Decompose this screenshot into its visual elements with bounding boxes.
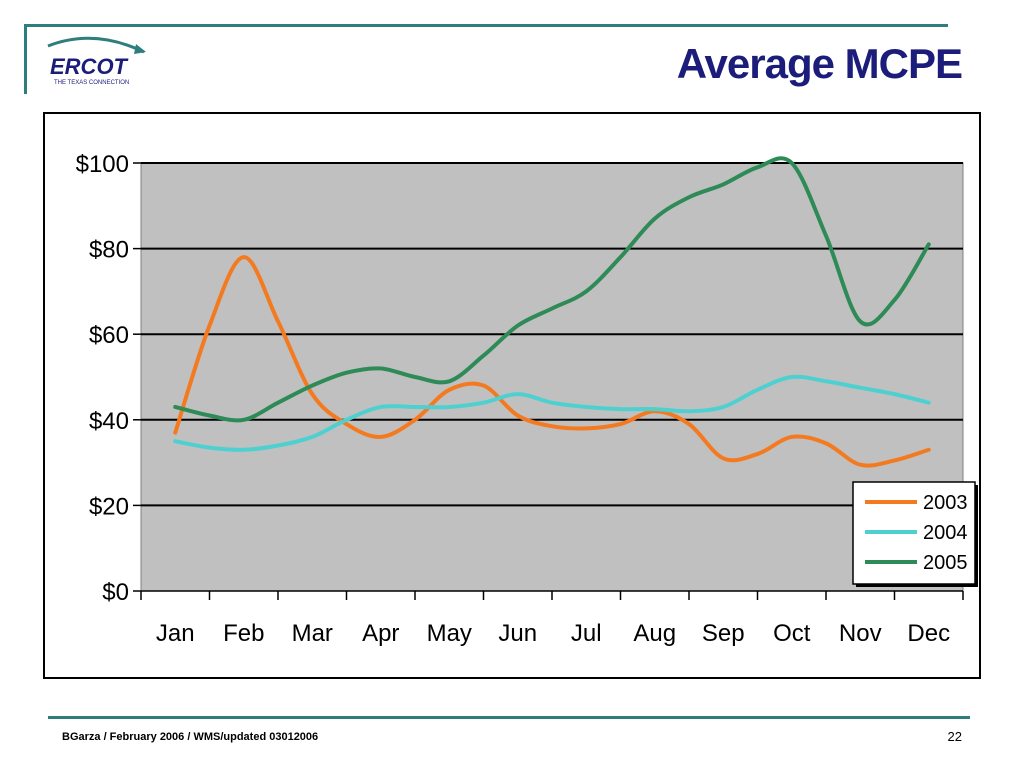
chart-frame: $0 $20 $40 $60 $80 $100 Jan Feb Mar Apr May Jun Jul A… bbox=[43, 112, 981, 679]
header-rule-horizontal bbox=[24, 24, 948, 27]
y-tick-label: $80 bbox=[89, 237, 129, 264]
y-tick-label: $60 bbox=[89, 322, 129, 349]
ercot-logo: ERCOT THE TEXAS CONNECTION bbox=[47, 36, 146, 86]
x-tick-label: Dec bbox=[907, 620, 950, 647]
slide-title: Average MCPE bbox=[676, 40, 963, 87]
series-line-2004 bbox=[173, 374, 931, 452]
header-rule-vertical bbox=[24, 24, 27, 94]
x-tick-label: May bbox=[427, 620, 472, 647]
x-tick-label: Nov bbox=[839, 620, 882, 647]
legend-label-2004: 2004 bbox=[923, 522, 968, 544]
x-tick-label: Oct bbox=[773, 620, 811, 647]
legend-label-2005: 2005 bbox=[923, 552, 968, 574]
x-tick-label: Jun bbox=[498, 620, 537, 647]
plot-area bbox=[140, 162, 964, 592]
logo-tagline: THE TEXAS CONNECTION bbox=[54, 80, 129, 86]
y-tick-label: $100 bbox=[76, 151, 129, 178]
series-line-2003 bbox=[173, 255, 931, 468]
x-tick-label: Feb bbox=[223, 620, 264, 647]
series-line-2005 bbox=[173, 156, 931, 423]
x-tick-label: Sep bbox=[702, 620, 745, 647]
mcpe-line-chart: $0 $20 $40 $60 $80 $100 Jan Feb Mar Apr May Jun Jul A… bbox=[76, 151, 978, 647]
page-number: 22 bbox=[947, 729, 962, 744]
x-tick-label: Jul bbox=[571, 620, 602, 647]
y-tick-label: $0 bbox=[102, 579, 129, 606]
x-tick-label: Apr bbox=[362, 620, 399, 647]
legend-label-2003: 2003 bbox=[923, 492, 968, 514]
footer-rule bbox=[48, 716, 970, 719]
footer-text: BGarza / February 2006 / WMS/updated 030… bbox=[62, 731, 319, 743]
x-tick-label: Jan bbox=[156, 620, 195, 647]
y-tick-label: $20 bbox=[89, 493, 129, 520]
logo-wordmark: ERCOT bbox=[50, 54, 129, 79]
x-tick-label: Aug bbox=[633, 620, 676, 647]
y-tick-label: $40 bbox=[89, 408, 129, 435]
x-tick-label: Mar bbox=[292, 620, 333, 647]
